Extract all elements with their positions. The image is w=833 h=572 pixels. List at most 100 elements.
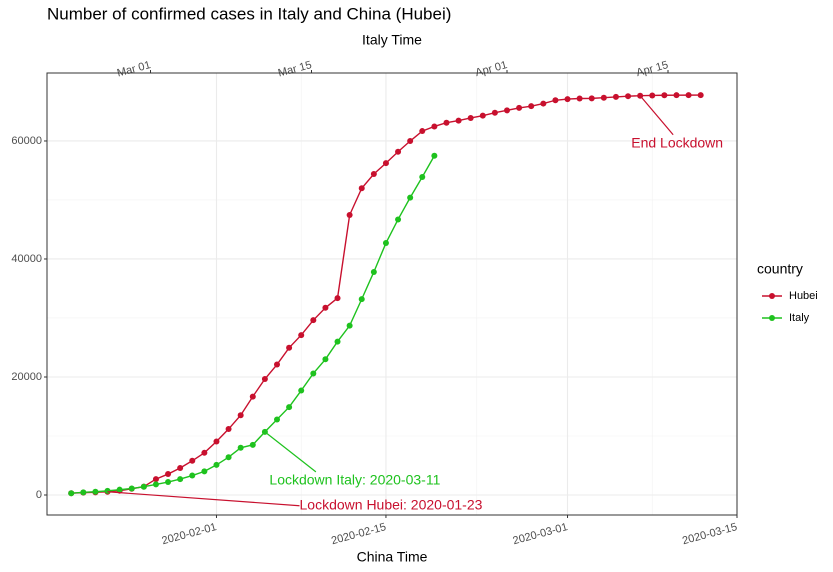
point <box>552 97 559 104</box>
y-tick-label: 0 <box>36 489 42 501</box>
point <box>540 100 547 107</box>
x2-tick-label: Mar 01 <box>116 59 152 79</box>
point <box>649 92 656 99</box>
point <box>467 114 474 121</box>
annotation-label: Lockdown Hubei: 2020-01-23 <box>300 496 483 512</box>
point <box>479 112 486 119</box>
point <box>625 93 632 100</box>
annotation-label: Lockdown Italy: 2020-03-11 <box>269 472 440 488</box>
annotation-leader <box>639 95 674 136</box>
point <box>92 488 99 495</box>
point <box>177 464 184 471</box>
point <box>201 449 208 456</box>
point <box>310 317 317 324</box>
point <box>358 185 365 192</box>
chart-title: Number of confirmed cases in Italy and C… <box>47 4 451 23</box>
point <box>382 160 389 167</box>
x-tick-label: 2020-02-15 <box>330 521 387 547</box>
point <box>431 152 438 159</box>
point <box>152 481 159 488</box>
x2-tick-label: Mar 15 <box>277 59 313 79</box>
point <box>600 94 607 101</box>
point <box>213 438 220 445</box>
point <box>128 485 135 492</box>
legend-swatch <box>769 315 775 321</box>
point <box>419 173 426 180</box>
point <box>274 416 280 423</box>
point <box>407 138 414 145</box>
point <box>431 123 438 130</box>
point <box>116 486 123 493</box>
point <box>491 109 498 116</box>
point <box>165 479 172 486</box>
annotation-leader <box>264 431 317 473</box>
point <box>346 212 353 219</box>
point <box>80 489 87 496</box>
annotation-label: End Lockdown <box>631 134 723 150</box>
point <box>249 441 256 448</box>
point <box>370 268 377 275</box>
point <box>395 148 402 155</box>
point <box>322 304 329 311</box>
point <box>165 471 172 478</box>
point <box>661 92 668 99</box>
point <box>564 96 571 103</box>
point <box>697 92 704 99</box>
point <box>334 295 341 302</box>
point <box>274 361 280 368</box>
point <box>68 490 75 497</box>
point <box>346 322 353 329</box>
point <box>177 476 184 483</box>
x2-axis-title: Italy Time <box>362 32 422 48</box>
point <box>286 404 293 411</box>
point <box>298 332 305 339</box>
point <box>334 338 341 345</box>
point <box>382 240 389 247</box>
x-tick-label: 2020-03-01 <box>512 521 569 547</box>
y-tick-label: 40000 <box>11 253 42 265</box>
point <box>261 375 268 382</box>
point <box>225 454 232 461</box>
legend-label: Hubei <box>789 290 818 302</box>
point <box>407 194 414 201</box>
point <box>455 117 462 124</box>
y-tick-label: 60000 <box>11 135 42 147</box>
point <box>419 128 426 135</box>
x-axis-title: China Time <box>357 549 428 565</box>
point <box>588 95 595 102</box>
legend-label: Italy <box>789 312 810 324</box>
plot-border <box>46 72 738 516</box>
point <box>286 344 293 351</box>
point <box>395 216 402 223</box>
point <box>358 296 365 303</box>
point <box>673 92 680 99</box>
legend-title: country <box>757 261 803 277</box>
y-tick-label: 20000 <box>11 371 42 383</box>
point <box>612 93 619 100</box>
point <box>201 468 208 475</box>
point <box>225 426 232 433</box>
point <box>189 457 196 464</box>
x-tick-label: 2020-02-01 <box>161 521 218 547</box>
legend-swatch <box>769 293 775 299</box>
point <box>104 487 111 494</box>
point <box>528 103 535 110</box>
x2-tick-label: Apr 01 <box>474 59 508 79</box>
x-tick-label: 2020-03-15 <box>681 521 738 547</box>
point <box>140 483 147 490</box>
point <box>310 370 317 377</box>
point <box>298 387 305 394</box>
point <box>576 95 583 102</box>
point <box>237 412 244 419</box>
point <box>322 356 329 363</box>
point <box>189 472 196 479</box>
point <box>249 393 256 400</box>
point <box>370 171 377 178</box>
point <box>443 119 450 126</box>
point <box>237 444 244 451</box>
point <box>213 461 220 468</box>
annotation-leader <box>107 491 300 507</box>
point <box>516 104 523 111</box>
point <box>685 92 692 99</box>
